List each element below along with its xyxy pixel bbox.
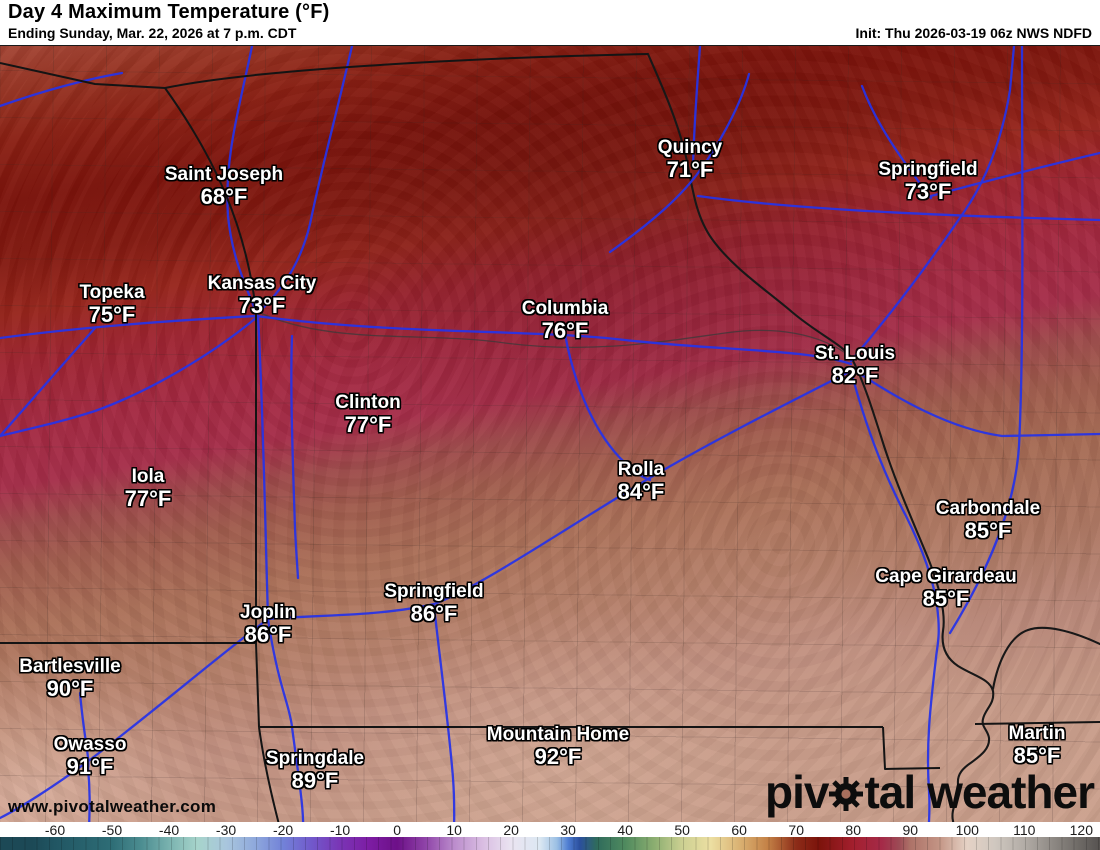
- map-canvas: Saint Joseph 68°F Quincy 71°F Springfield 73°…: [0, 45, 1100, 823]
- colorbar-tick-label: -50: [101, 822, 123, 838]
- colorbar-gradient: [0, 837, 1100, 850]
- city-label: St. Louis 82°F: [815, 343, 895, 387]
- city-temp: 76°F: [541, 318, 589, 343]
- city-temp: 85°F: [964, 518, 1012, 543]
- city-temp: 92°F: [534, 744, 582, 769]
- city-label: Mountain Home 92°F: [487, 724, 630, 768]
- city-label: Clinton 77°F: [335, 392, 400, 436]
- city-label: Saint Joseph 68°F: [165, 164, 283, 208]
- colorbar-tick-label: -40: [158, 822, 180, 838]
- colorbar-tick-label: 0: [393, 822, 401, 838]
- city-temp: 90°F: [46, 676, 94, 701]
- logo-text-weather: weather: [927, 766, 1095, 818]
- city-name: Carbondale: [935, 498, 1041, 519]
- city-label: Cape Girardeau 85°F: [875, 566, 1017, 610]
- city-label: Springfield 86°F: [384, 581, 483, 625]
- city-name: Topeka: [79, 282, 145, 303]
- city-name: Owasso: [53, 734, 127, 755]
- city-temp: 68°F: [200, 184, 248, 209]
- city-name: St. Louis: [814, 343, 896, 364]
- city-label: Carbondale 85°F: [936, 498, 1041, 542]
- city-name: Springfield: [878, 159, 978, 180]
- river-lines: [646, 52, 1100, 823]
- colorbar-tick-label: -60: [44, 822, 66, 838]
- city-temp: 75°F: [88, 302, 136, 327]
- city-label: Kansas City 73°F: [208, 273, 317, 317]
- city-name: Martin: [1008, 723, 1066, 744]
- valid-time-label: Ending Sunday, Mar. 22, 2026 at 7 p.m. C…: [8, 25, 297, 41]
- city-name: Quincy: [657, 137, 723, 158]
- colorbar-tick-label: -30: [215, 822, 237, 838]
- colorbar-tick-label: -20: [272, 822, 294, 838]
- logo-text-piv: piv: [764, 766, 829, 818]
- city-temp: 73°F: [904, 179, 952, 204]
- city-name: Rolla: [617, 459, 665, 480]
- city-name: Clinton: [335, 392, 401, 413]
- city-label: Iola 77°F: [125, 466, 172, 510]
- city-temp: 77°F: [344, 412, 392, 437]
- colorbar-tick-label: 110: [1013, 822, 1036, 838]
- city-temp: 91°F: [66, 754, 114, 779]
- colorbar-tick-label: 80: [845, 822, 862, 838]
- city-name: Bartlesville: [19, 656, 121, 677]
- city-temp: 89°F: [291, 768, 339, 793]
- city-label: Quincy 71°F: [658, 137, 722, 181]
- city-name: Cape Girardeau: [875, 566, 1017, 587]
- colorbar-tick-label: -10: [329, 822, 351, 838]
- city-name: Columbia: [521, 298, 609, 319]
- page-title: Day 4 Maximum Temperature (°F): [8, 1, 330, 23]
- city-name: Joplin: [240, 602, 296, 623]
- city-name: Springdale: [265, 748, 365, 769]
- temperature-colorbar: -60 -50 -40 -30 -20 -10 0 10 20 30 40 50 60 70 80 90 100…: [0, 822, 1100, 850]
- city-temp: 86°F: [244, 622, 292, 647]
- header-bar: Day 4 Maximum Temperature (°F) Ending Su…: [0, 0, 1100, 45]
- watermark-url: www.pivotalweather.com: [8, 797, 217, 816]
- city-temp: 71°F: [666, 157, 714, 182]
- map-lines-layer: [0, 46, 1100, 823]
- city-temp: 82°F: [831, 363, 879, 388]
- city-label: Rolla 84°F: [618, 459, 665, 503]
- city-label: Columbia 76°F: [522, 298, 609, 342]
- city-name: Mountain Home: [486, 724, 630, 745]
- colorbar-tick-label: 120: [1069, 822, 1093, 838]
- init-time-label: Init: Thu 2026-03-19 06z NWS NDFD: [855, 25, 1093, 41]
- colorbar-tick-label: 10: [446, 822, 462, 838]
- city-name: Springfield: [384, 581, 484, 602]
- city-temp: 85°F: [1013, 743, 1061, 768]
- state-borders: [0, 53, 1100, 823]
- city-label: Topeka 75°F: [79, 282, 144, 326]
- city-name: Saint Joseph: [164, 164, 284, 185]
- pivotal-weather-logo: piv: [764, 766, 1095, 818]
- city-name: Kansas City: [207, 273, 317, 294]
- highway-lines: [0, 46, 1100, 823]
- city-temp: 84°F: [617, 479, 665, 504]
- city-label: Joplin 86°F: [240, 602, 296, 646]
- city-temp: 73°F: [238, 293, 286, 318]
- colorbar-tick-label: 70: [788, 822, 804, 838]
- city-label: Bartlesville 90°F: [19, 656, 120, 700]
- colorbar-tick-label: 50: [674, 822, 690, 838]
- city-name: Iola: [131, 466, 165, 487]
- colorbar-tick-label: 60: [731, 822, 747, 838]
- colorbar-segments: [0, 837, 1100, 850]
- colorbar-tick-label: 30: [560, 822, 576, 838]
- missouri-river-line: [255, 310, 852, 358]
- logo-text-tal: tal: [864, 766, 916, 818]
- colorbar-tick-label: 20: [503, 822, 519, 838]
- city-label: Owasso 91°F: [54, 734, 127, 778]
- city-temp: 86°F: [410, 601, 458, 626]
- gear-icon: [829, 772, 864, 818]
- colorbar-tick-label: 100: [955, 822, 979, 838]
- colorbar-tick-label: 90: [902, 822, 919, 838]
- city-label: Springfield 73°F: [878, 159, 977, 203]
- colorbar-ticks: -60 -50 -40 -30 -20 -10 0 10 20 30 40 50 60 70 80 90 100…: [0, 822, 1100, 838]
- city-temp: 85°F: [922, 586, 970, 611]
- colorbar-tick-label: 40: [617, 822, 633, 838]
- city-temp: 77°F: [124, 486, 172, 511]
- city-label: Springdale 89°F: [266, 748, 364, 792]
- city-label: Martin 85°F: [1009, 723, 1066, 767]
